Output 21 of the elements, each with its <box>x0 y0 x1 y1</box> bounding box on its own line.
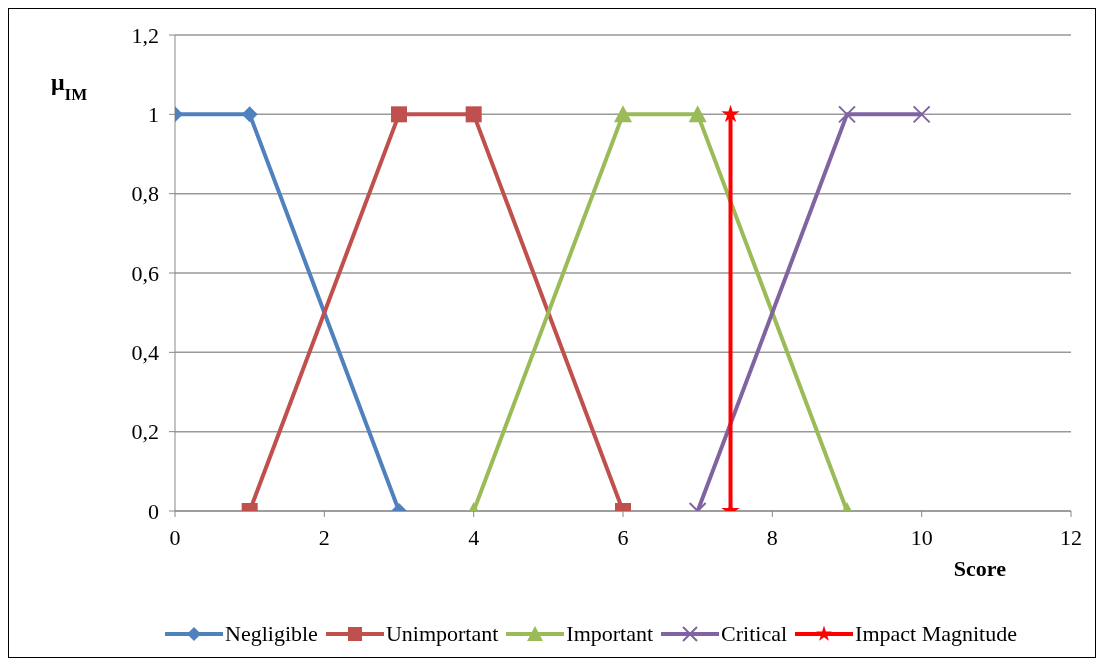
y-tick-label: 0 <box>148 498 159 524</box>
legend-label: Negligible <box>225 621 318 647</box>
y-tick-label: 1 <box>148 102 159 128</box>
x-tick-label: 6 <box>617 524 629 550</box>
legend-label: Important <box>566 621 654 647</box>
x-tick-label: 10 <box>910 524 933 550</box>
x-axis-title: Score <box>953 556 1007 581</box>
x-tick-label: 8 <box>766 524 778 550</box>
y-tick-label: 0,2 <box>131 419 159 445</box>
x-tick-label: 2 <box>318 524 330 550</box>
legend-label: Unimportant <box>385 621 499 647</box>
y-tick-label: 0,6 <box>131 260 159 286</box>
x-tick-label: 12 <box>1060 524 1082 550</box>
legend-label: Critical <box>721 621 788 647</box>
x-tick-label: 0 <box>169 524 181 550</box>
y-tick-label: 0,8 <box>131 181 159 207</box>
y-tick-label: 0,4 <box>131 340 159 366</box>
legend-label: Impact Magnitude <box>855 621 1017 647</box>
y-tick-label: 1,2 <box>131 22 159 48</box>
y-axis-title: μ$_{IM}$ <box>51 69 88 104</box>
x-tick-label: 4 <box>468 524 480 550</box>
